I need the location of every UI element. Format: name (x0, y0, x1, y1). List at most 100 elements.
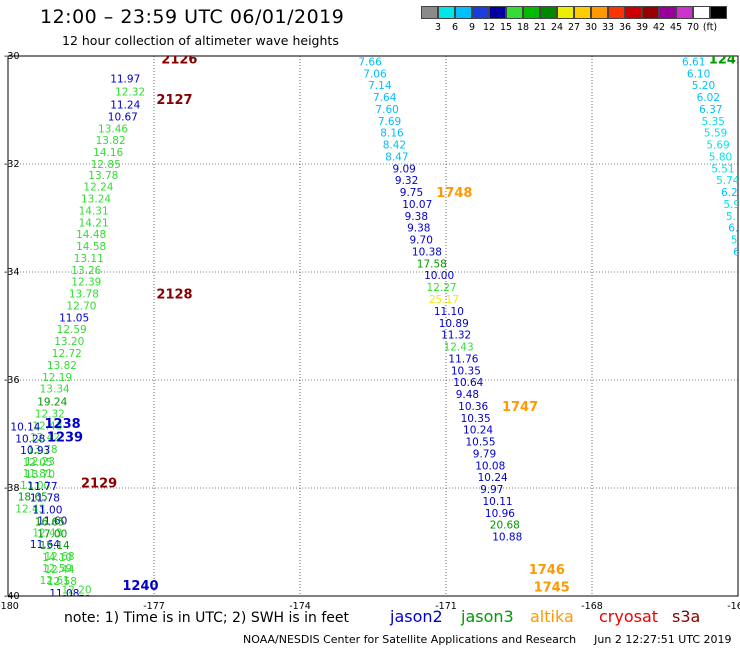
data-point-label: 9.97 (480, 484, 503, 496)
data-point-label: 6.37 (699, 104, 722, 116)
data-point-label: 18.65 (18, 492, 48, 504)
colorbar-swatch (574, 6, 591, 19)
legend-jason2: jason2 (390, 607, 443, 626)
data-point-label: 8.47 (385, 151, 408, 163)
data-point-label: 13.11 (74, 253, 104, 265)
colorbar-label: 30 (584, 22, 598, 33)
data-point-label: 12.32 (115, 87, 145, 99)
data-point-label: 5.20 (692, 80, 715, 92)
colorbar-swatch (659, 6, 676, 19)
x-tick-label: -180 (0, 601, 19, 612)
data-point-label: 12.43 (32, 527, 62, 539)
y-tick-label: -32 (4, 159, 20, 170)
data-point-label: 9.48 (456, 389, 479, 401)
data-point-label: 11.24 (110, 100, 140, 112)
data-point-label: 10.11 (483, 496, 513, 508)
data-point-label: 13.78 (88, 170, 118, 182)
data-point-label: 7.06 (363, 68, 387, 80)
pass-id-label: 1745 (534, 580, 570, 595)
data-point-label: 10.38 (412, 246, 442, 258)
data-point-label: 13.70 (25, 469, 55, 481)
data-point-label: 16.65 (35, 516, 65, 528)
pass-id-label: 1747 (502, 400, 538, 415)
data-point-label: 5.74 (716, 175, 740, 187)
data-point-label: 10.64 (453, 377, 483, 389)
data-point-label: 15.14 (40, 540, 70, 552)
data-point-label: 12.19 (42, 372, 72, 384)
colorbar-label: 15 (499, 22, 513, 33)
data-point-label: 11.05 (59, 312, 89, 324)
pass-id-label: 2126 (161, 53, 197, 68)
data-point-label: 10.35 (461, 413, 491, 425)
data-point-label: 7.60 (375, 104, 398, 116)
data-point-label: 12.61 (40, 575, 70, 587)
footer: NOAA/NESDIS Center for Satellite Applica… (243, 633, 732, 646)
data-point-label: 12.23 (25, 456, 55, 468)
data-point-label: 13.20 (54, 336, 84, 348)
data-point-label: 10.89 (439, 318, 469, 330)
data-point-label: 7.66 (358, 56, 382, 68)
data-point-label: 10.00 (424, 270, 454, 282)
data-point-label: 6.02 (697, 92, 720, 104)
data-point-label: 14.31 (79, 205, 109, 217)
colorbar-swatch (489, 6, 506, 19)
data-point-label: 14.16 (93, 147, 123, 159)
data-point-label: 11.00 (20, 480, 50, 492)
data-point-label: 13.46 (98, 123, 128, 135)
colorbar-label: 6 (451, 22, 459, 33)
data-point-label: 14.48 (76, 229, 106, 241)
colorbar-label: 3 (434, 22, 442, 33)
colorbar-swatch (455, 6, 472, 19)
data-point-label: 11.77 (27, 481, 57, 493)
data-point-label: 12.39 (71, 277, 101, 289)
data-point-label: 10.55 (465, 437, 495, 449)
legend-jason3: jason3 (461, 607, 514, 626)
data-point-label: 12.59 (42, 563, 72, 575)
data-point-label: 12.27 (427, 282, 457, 294)
data-point-label: 19.24 (37, 397, 67, 409)
data-point-label: 11.78 (30, 493, 60, 505)
data-point-label: 12.70 (66, 300, 96, 312)
data-point-label: 10.93 (20, 445, 50, 457)
data-point-label: 11.60 (37, 515, 67, 527)
data-point-label: 8.16 (380, 128, 404, 140)
data-point-label: 12.59 (57, 324, 87, 336)
data-point-label: 5.51 (711, 163, 734, 175)
data-point-label: 11.00 (32, 505, 62, 517)
colorbar-swatch (438, 6, 455, 19)
data-point-label: 10.35 (451, 365, 481, 377)
colorbar-swatch (591, 6, 608, 19)
data-point-label: 10.24 (463, 425, 493, 437)
pass-id-label: 1748 (436, 186, 472, 201)
colorbar-swatch (557, 6, 574, 19)
data-point-label: 12.42 (30, 432, 60, 444)
data-point-label: 12.43 (444, 342, 474, 354)
data-point-label: 13.26 (71, 265, 101, 277)
data-point-label: 11.32 (441, 330, 471, 342)
data-point-label: 10.28 (15, 433, 45, 445)
data-point-label: 13.24 (81, 194, 111, 206)
data-point-label: 9.09 (392, 163, 415, 175)
data-point-label: 20.68 (490, 520, 520, 532)
pass-id-label: 2129 (81, 477, 117, 492)
data-point-label: 10.36 (458, 401, 488, 413)
y-tick-label: -40 (4, 591, 20, 602)
footer-time: Jun 2 12:27:51 UTC 2019 (594, 633, 732, 646)
colorbar-swatch (472, 6, 489, 19)
data-point-label: 11.64 (30, 539, 60, 551)
data-point-label: 6.61 (682, 56, 705, 68)
data-point-label: 5.69 (706, 140, 729, 152)
data-point-label: 5.35 (702, 116, 725, 128)
data-point-label: 5.59 (704, 128, 727, 140)
colorbar-label: 45 (669, 22, 683, 33)
data-point-label: 5.94 (723, 199, 740, 211)
data-point-label: 12.72 (52, 348, 82, 360)
data-point-label: 13.78 (69, 289, 99, 301)
data-point-label: 6.10 (687, 68, 710, 80)
data-point-label: 6.19 (728, 223, 740, 235)
colorbar-label: 36 (618, 22, 632, 33)
legend-s3a: s3a (672, 607, 701, 626)
data-point-label: 10.96 (485, 508, 515, 520)
data-point-label: 11.76 (448, 353, 478, 365)
data-point-label: 10.07 (402, 199, 432, 211)
